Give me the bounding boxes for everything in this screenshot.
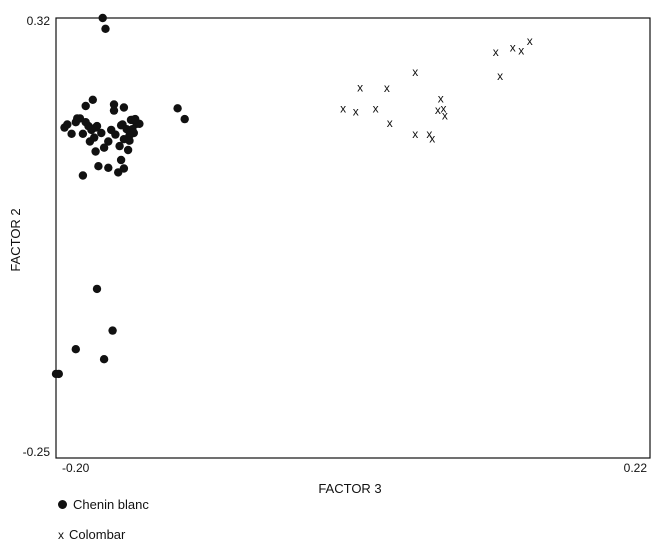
point-chenin-blanc [88, 95, 98, 105]
point-chenin-blanc [115, 141, 124, 151]
point-colombar: x [353, 104, 359, 118]
point-chenin-blanc [92, 284, 102, 294]
y-tick-bottom: -0.25 [23, 445, 51, 459]
point-chenin-blanc [109, 100, 119, 109]
point-chenin-blanc [94, 162, 103, 171]
point-chenin-blanc [131, 114, 140, 124]
point-chenin-blanc [119, 103, 129, 112]
point-chenin-blanc [123, 145, 133, 155]
point-chenin-blanc [101, 24, 110, 33]
point-chenin-blanc [98, 13, 107, 23]
legend-chenin: Chenin blanc [58, 497, 149, 512]
point-colombar: x [357, 81, 363, 95]
point-chenin-blanc [85, 137, 95, 146]
legend-chenin-label: Chenin blanc [73, 497, 149, 512]
point-chenin-blanc [116, 155, 126, 165]
point-chenin-blanc [173, 104, 182, 113]
point-colombar: x [518, 43, 524, 57]
point-colombar: x [412, 127, 418, 141]
point-colombar: x [387, 116, 393, 130]
y-axis-label: FACTOR 2 [8, 208, 23, 271]
point-chenin-blanc [51, 369, 61, 379]
x-axis-label: FACTOR 3 [318, 481, 381, 496]
point-colombar: x [426, 127, 432, 141]
point-chenin-blanc [97, 128, 106, 138]
point-colombar: x [493, 45, 499, 59]
point-chenin-blanc [91, 147, 100, 156]
point-chenin-blanc [99, 143, 109, 152]
point-colombar: x [435, 103, 441, 117]
point-colombar: x [429, 131, 435, 145]
point-chenin-blanc [67, 129, 76, 138]
point-chenin-blanc [63, 120, 72, 129]
point-chenin-blanc [125, 136, 134, 145]
x-tick-right: 0.22 [624, 461, 648, 475]
point-chenin-blanc [111, 130, 120, 139]
plot-frame [55, 17, 651, 459]
point-chenin-blanc [109, 106, 119, 115]
point-colombar: x [412, 65, 418, 79]
point-colombar: x [340, 101, 346, 115]
point-chenin-blanc [78, 171, 88, 180]
legend-colombar-label: Colombar [69, 527, 126, 542]
point-chenin-blanc [78, 129, 88, 138]
point-colombar: x [384, 81, 390, 95]
point-colombar: x [438, 91, 444, 105]
point-chenin-blanc [71, 345, 81, 354]
point-colombar: x [510, 40, 516, 54]
point-chenin-blanc [104, 137, 113, 146]
y-tick-top: 0.32 [27, 14, 51, 28]
point-colombar: x [441, 101, 447, 115]
point-colombar: x [373, 101, 379, 115]
point-chenin-blanc [81, 101, 90, 111]
point-colombar: x [527, 34, 533, 48]
point-chenin-blanc [73, 114, 82, 123]
point-chenin-blanc [114, 168, 123, 177]
dot-icon [58, 500, 67, 509]
point-colombar: x [442, 108, 448, 122]
point-chenin-blanc [180, 114, 189, 124]
x-tick-left: -0.20 [62, 461, 90, 475]
point-chenin-blanc [87, 125, 96, 135]
point-chenin-blanc [99, 355, 109, 364]
legend-colombar: x Colombar [58, 527, 125, 542]
point-chenin-blanc [108, 326, 117, 335]
x-mark-icon: x [58, 527, 64, 542]
point-chenin-blanc [104, 163, 113, 172]
point-colombar: x [497, 69, 503, 83]
